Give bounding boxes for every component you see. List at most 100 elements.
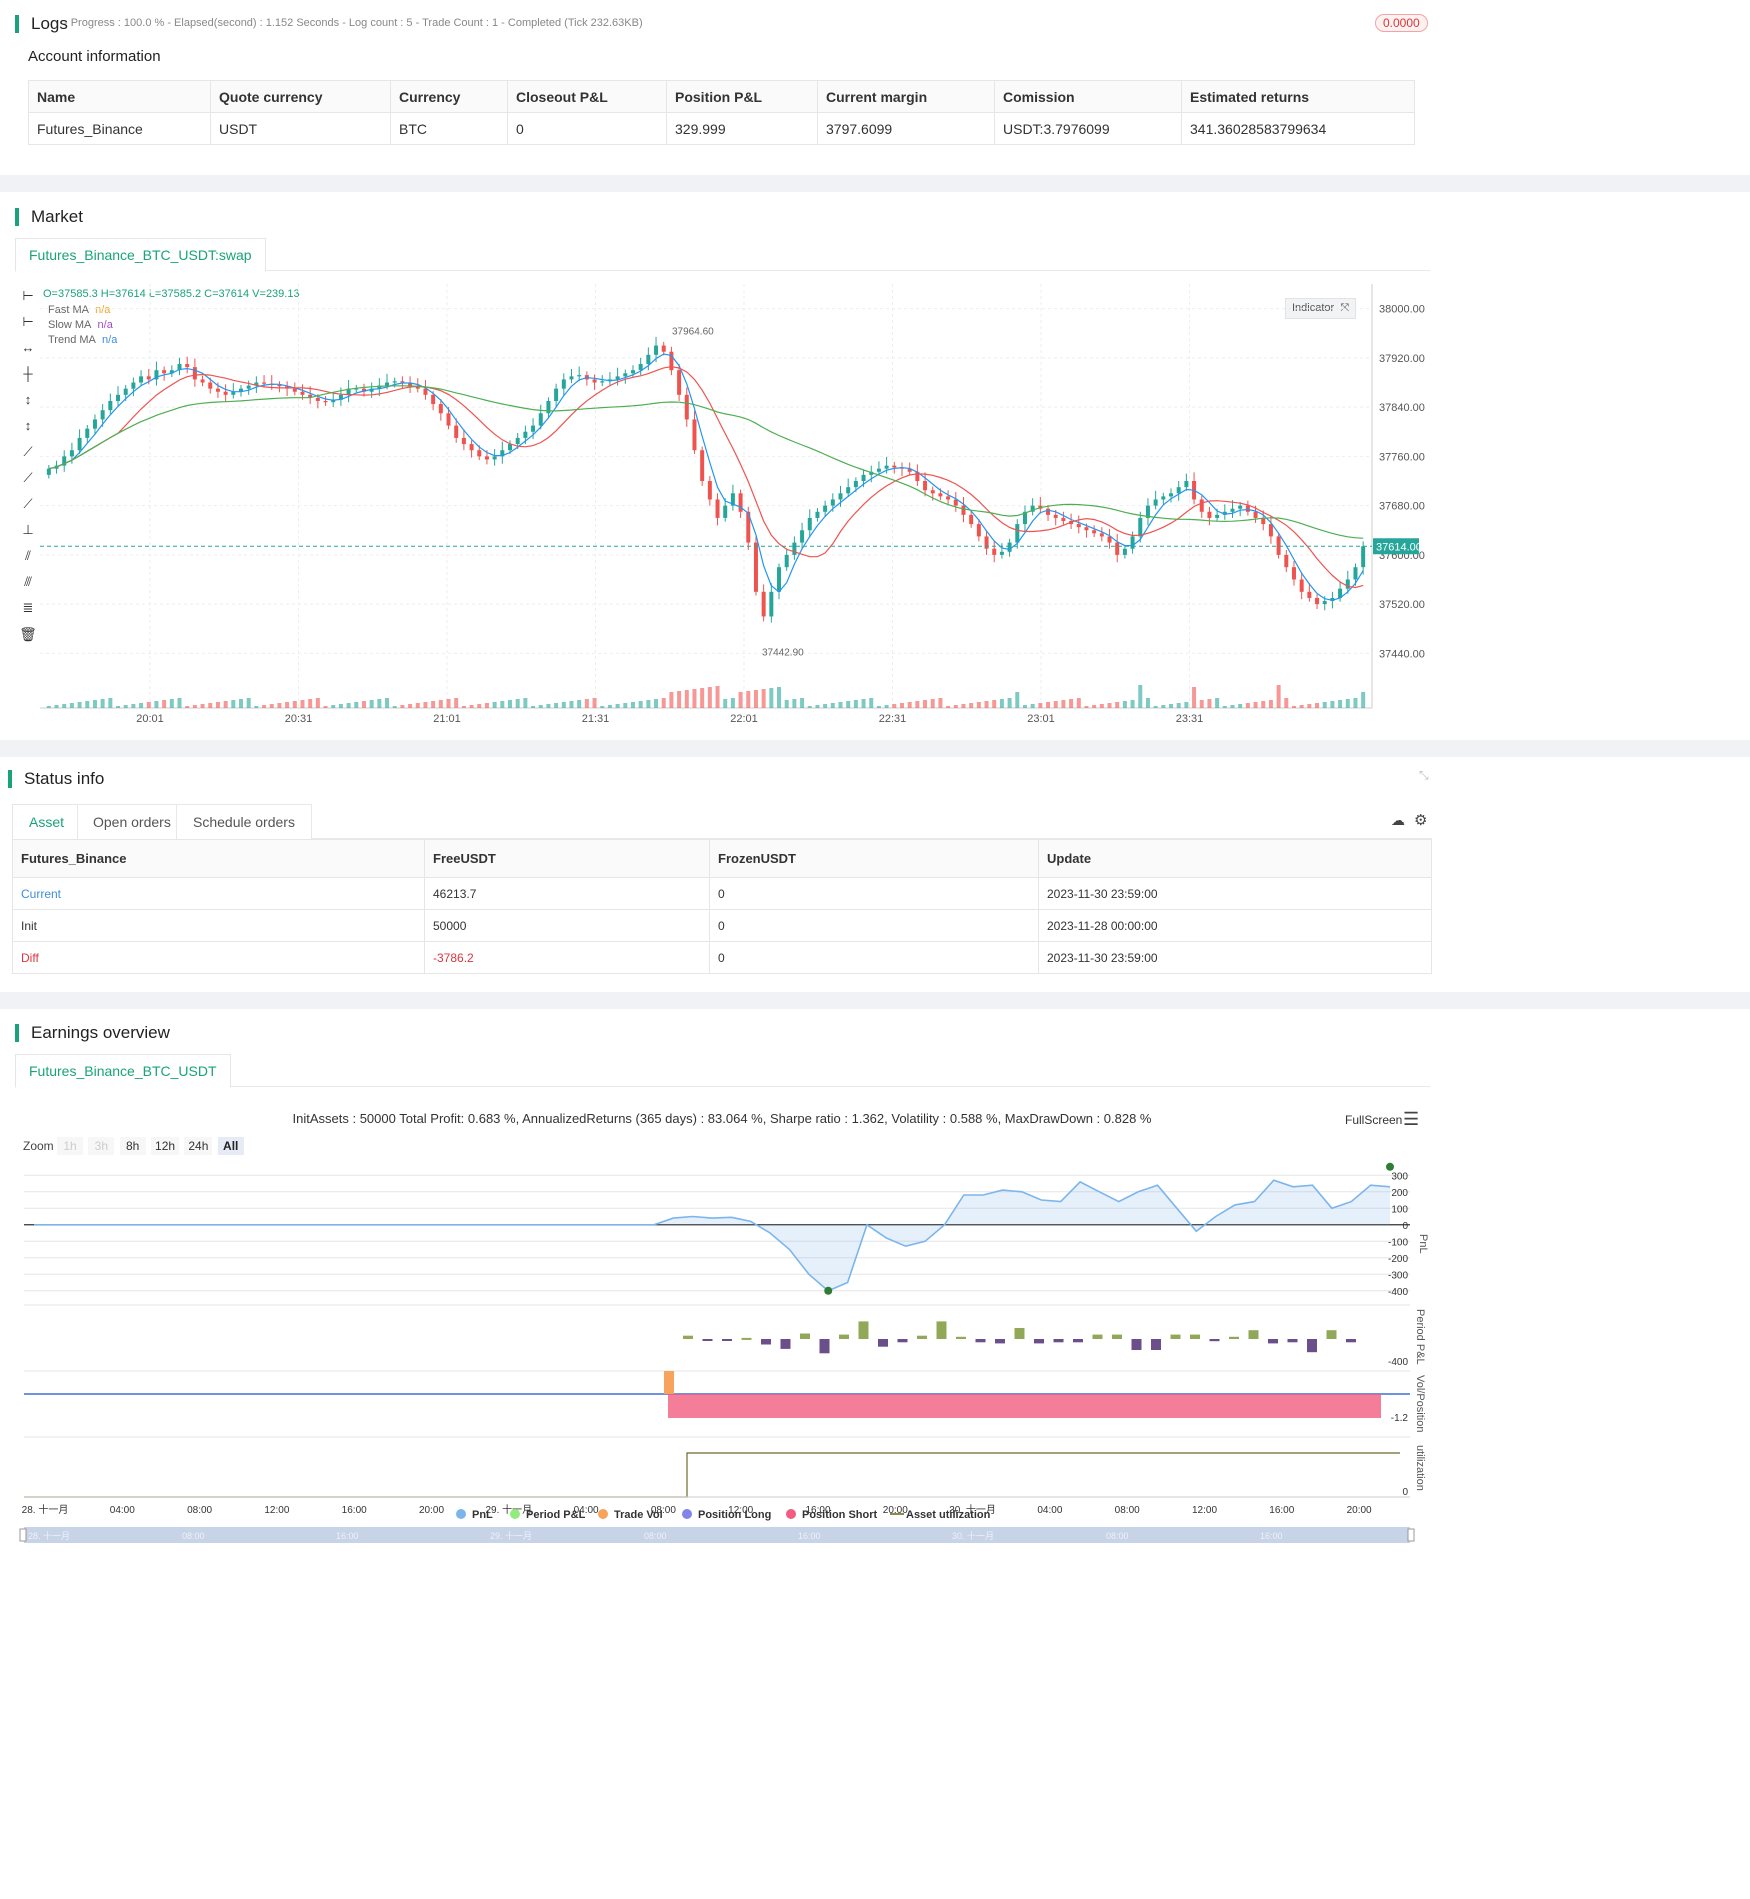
candle-body [85,428,90,438]
trade-vol-bar [664,1371,674,1394]
volume-bar [200,704,205,708]
candle-body [338,394,343,400]
legend-item: Position Long [698,1509,771,1521]
time-tick-label: 23:01 [1027,713,1055,724]
col-header: FreeUSDT [424,839,710,878]
candle-body [385,382,390,386]
candle-body [669,351,674,371]
settings-gear-icon[interactable]: ⚙ [1414,812,1428,829]
last-price-label: 37614.00 [1376,541,1422,553]
volume-bar [408,704,413,708]
candle-body [723,505,728,518]
cell: 2023-11-28 00:00:00 [1038,909,1432,942]
fullscreen-button[interactable]: FullScreen [1345,1113,1403,1127]
tab-schedule-orders[interactable]: Schedule orders [176,804,312,839]
volume-bar [1261,701,1266,708]
vertical-line-icon[interactable]: ┼ [23,366,33,381]
trend-line-icon[interactable]: ⟋ [23,444,33,459]
volume-bar [615,704,620,708]
volume-bar [1076,698,1081,708]
volume-bar [469,705,474,708]
zoom-8h-button[interactable]: 8h [119,1137,146,1155]
time-tick-label: 22:01 [730,713,758,724]
candle-body [815,511,820,518]
candle-body [1115,542,1120,555]
vertical-ray-icon[interactable]: ↕ [24,392,32,407]
zoom-12h-button[interactable]: 12h [151,1137,180,1155]
vertical-segment-icon[interactable]: ↕ [24,418,32,433]
tab-earnings-symbol[interactable]: Futures_Binance_BTC_USDT [15,1054,231,1088]
legend-label: Slow MA [48,319,92,331]
zoom-24h-button[interactable]: 24h [184,1137,213,1155]
menu-icon[interactable]: ☰ [1403,1109,1420,1129]
volume-bar [523,698,528,708]
ray-line-icon[interactable]: ⟋ [23,470,33,485]
segment-line-icon[interactable]: ⟋ [23,496,33,511]
volume-bar [861,699,866,708]
price-channel-icon[interactable]: ⫻ [24,574,32,589]
volume-bar [1345,699,1350,708]
row-label-diff: Diff [12,941,425,974]
candle-body [969,514,974,525]
candle-body [876,468,881,472]
candle-body [1307,591,1312,598]
volume-bar [669,692,674,708]
cloud-download-icon[interactable]: ☁ [1391,812,1405,828]
collapse-icon[interactable]: ⤡ [1419,768,1429,782]
price-tick-label: 38000.00 [1379,304,1425,316]
price-line-icon[interactable]: ⊥ [22,522,34,537]
candle-body [1238,505,1243,509]
period-pnl-bar [1053,1339,1064,1343]
low-price-label: 37442.90 [762,648,804,659]
candle-body [1207,511,1212,518]
horizontal-segment-icon[interactable]: ↔ [21,340,35,355]
period-pnl-bar [702,1339,713,1341]
candle-body [984,536,989,549]
time-tick-label: 28. 十一月 [22,1503,69,1516]
period-pnl-bar [741,1337,752,1340]
volume-bar [815,705,820,708]
trash-icon[interactable]: 🗑 [19,626,37,642]
zoom-1h-button[interactable]: 1h [57,1137,83,1155]
candle-body [807,517,812,531]
candle-body [254,382,259,386]
fibonacci-icon[interactable]: ≣ [22,600,34,615]
period-pnl-bar [1112,1334,1122,1339]
logs-badge[interactable]: 0.0000 [1375,14,1428,32]
candle-body [484,456,489,460]
candlestick-chart[interactable]: 38000.00 37920.00 37840.00 37760.00 37680.00… [0,284,1440,724]
candle-body [638,364,643,371]
volume-bar [1207,699,1212,708]
time-tick-label: 12:00 [728,1505,753,1516]
col-header: Comission [994,80,1182,113]
volume-bar [377,699,382,708]
horizontal-line-icon[interactable]: ⊢ [22,288,34,303]
pnl-tick-label: 200 [1391,1188,1408,1199]
volume-bar [1361,692,1366,708]
horizontal-ray-icon[interactable]: ⊢ [22,314,34,329]
parallel-line-icon[interactable]: ⫽ [25,548,31,563]
volume-bar [1276,685,1281,708]
price-tick-label: 37920.00 [1379,353,1425,365]
vol-tick-label: -1.2 [1391,1413,1409,1424]
period-pnl-bar [1229,1336,1239,1339]
volume-bar [1015,692,1020,708]
volume-bar [154,701,159,708]
volume-bar [907,702,912,708]
candle-body [1053,514,1058,518]
zoom-3h-button[interactable]: 3h [88,1137,115,1155]
tab-asset[interactable]: Asset [12,804,82,840]
candle-body [62,456,67,466]
period-pnl-bar [917,1335,927,1339]
tab-open-orders[interactable]: Open orders [77,804,187,839]
asset-table-header: Futures_Binance FreeUSDT FrozenUSDT Upda… [12,839,1432,878]
volume-bar [1291,706,1296,708]
zoom-all-button[interactable]: All [217,1137,244,1155]
earnings-chart[interactable]: 300 200 100 0 -100 -200 -300 -400 PnL -400 Period … [0,1159,1444,1549]
time-tick-label: 29. 十一月 [485,1503,532,1516]
volume-bar [1238,704,1243,708]
tab-market-symbol[interactable]: Futures_Binance_BTC_USDT:swap [15,238,266,272]
candle-body [953,499,958,506]
candle-body [200,379,205,383]
pnl-tick-label: -200 [1388,1254,1408,1265]
